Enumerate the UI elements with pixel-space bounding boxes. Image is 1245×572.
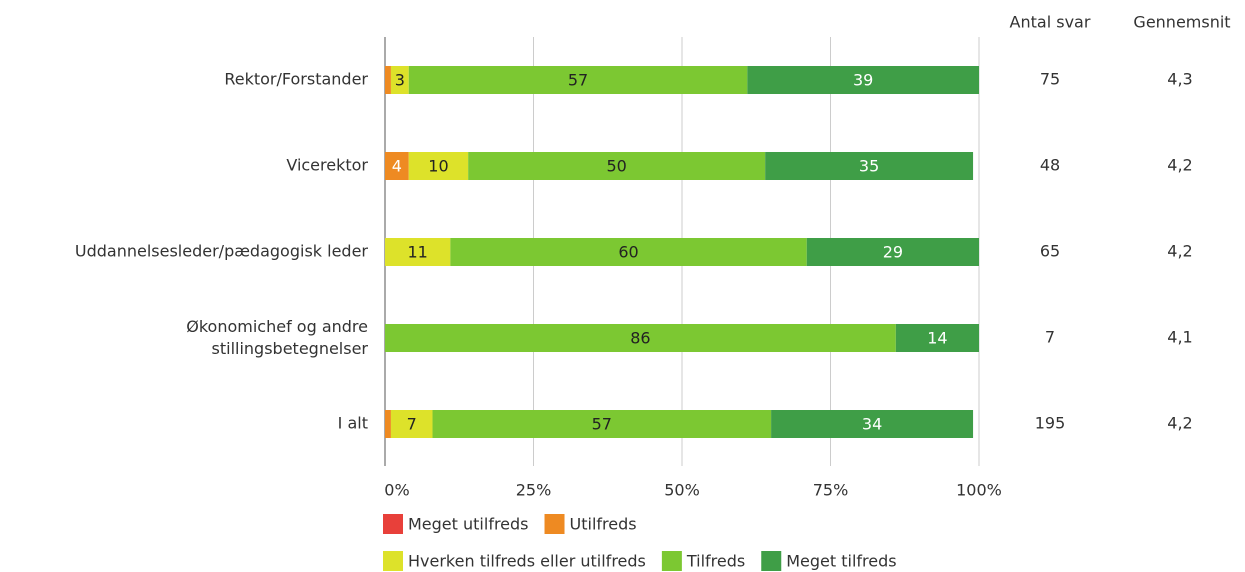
legend-swatch <box>383 551 403 571</box>
bar-segment <box>468 152 766 180</box>
bar-segment <box>385 66 391 94</box>
column-header: Gennemsnit <box>1133 13 1230 32</box>
table-cell: 65 <box>1040 242 1060 261</box>
data-label: 10 <box>428 157 448 176</box>
data-label: 7 <box>407 415 417 434</box>
data-label: 60 <box>618 243 638 262</box>
data-label: 4 <box>392 157 402 176</box>
data-label: 86 <box>630 329 650 348</box>
bar-segment <box>385 152 409 180</box>
category-label: Rektor/Forstander <box>224 70 368 89</box>
bar-segment <box>432 410 772 438</box>
x-tick-label: 25% <box>516 481 552 500</box>
x-tick-label: 75% <box>813 481 849 500</box>
data-label: 11 <box>407 243 427 262</box>
table-cell: 4,2 <box>1167 414 1192 433</box>
bar-segment <box>408 66 748 94</box>
bar-segment <box>385 324 896 352</box>
data-label: 35 <box>859 157 879 176</box>
data-label: 29 <box>883 243 903 262</box>
bar-segment <box>747 66 979 94</box>
table-cell: 4,2 <box>1167 242 1192 261</box>
legend-label: Meget tilfreds <box>786 552 896 571</box>
table-cell: 4,2 <box>1167 156 1192 175</box>
data-label: 57 <box>592 415 612 434</box>
legend-label: Hverken tilfreds eller utilfreds <box>408 552 646 571</box>
x-tick-label: 50% <box>664 481 700 500</box>
data-label: 14 <box>927 329 947 348</box>
category-label: Økonomichef og andre stillingsbetegnelser <box>186 317 368 358</box>
table-cell: 195 <box>1035 414 1066 433</box>
legend-label: Utilfreds <box>570 515 637 534</box>
legend-swatch <box>661 551 682 571</box>
table-cell: 4,3 <box>1167 70 1192 89</box>
bar-segment <box>771 410 974 438</box>
bar-segment <box>806 238 979 266</box>
category-label: Vicerektor <box>286 156 368 175</box>
bar-segment <box>390 66 409 94</box>
bar-segment <box>450 238 807 266</box>
table-cell: 48 <box>1040 156 1060 175</box>
data-label: 39 <box>853 71 873 90</box>
column-header: Antal svar <box>1010 13 1091 32</box>
bar-segment <box>408 152 469 180</box>
bar-segment <box>765 152 974 180</box>
data-label: 3 <box>395 71 405 90</box>
legend-swatch <box>544 514 565 534</box>
legend-label: Tilfreds <box>686 552 745 571</box>
x-tick-label: 0% <box>384 481 409 500</box>
data-label: 34 <box>862 415 882 434</box>
table-cell: 7 <box>1045 328 1055 347</box>
data-label: 57 <box>568 71 588 90</box>
bar-segment <box>385 238 451 266</box>
bar-segment <box>390 410 433 438</box>
category-label: Uddannelsesleder/pædagogisk leder <box>75 242 369 261</box>
category-label: I alt <box>338 414 368 433</box>
x-tick-label: 100% <box>956 481 1002 500</box>
bar-segment <box>895 324 979 352</box>
table-cell: 4,1 <box>1167 328 1192 347</box>
legend-swatch <box>383 514 403 534</box>
bar-segment <box>385 410 391 438</box>
table-cell: 75 <box>1040 70 1060 89</box>
legend-label: Meget utilfreds <box>408 515 529 534</box>
data-label: 50 <box>606 157 626 176</box>
legend-swatch <box>761 551 782 571</box>
